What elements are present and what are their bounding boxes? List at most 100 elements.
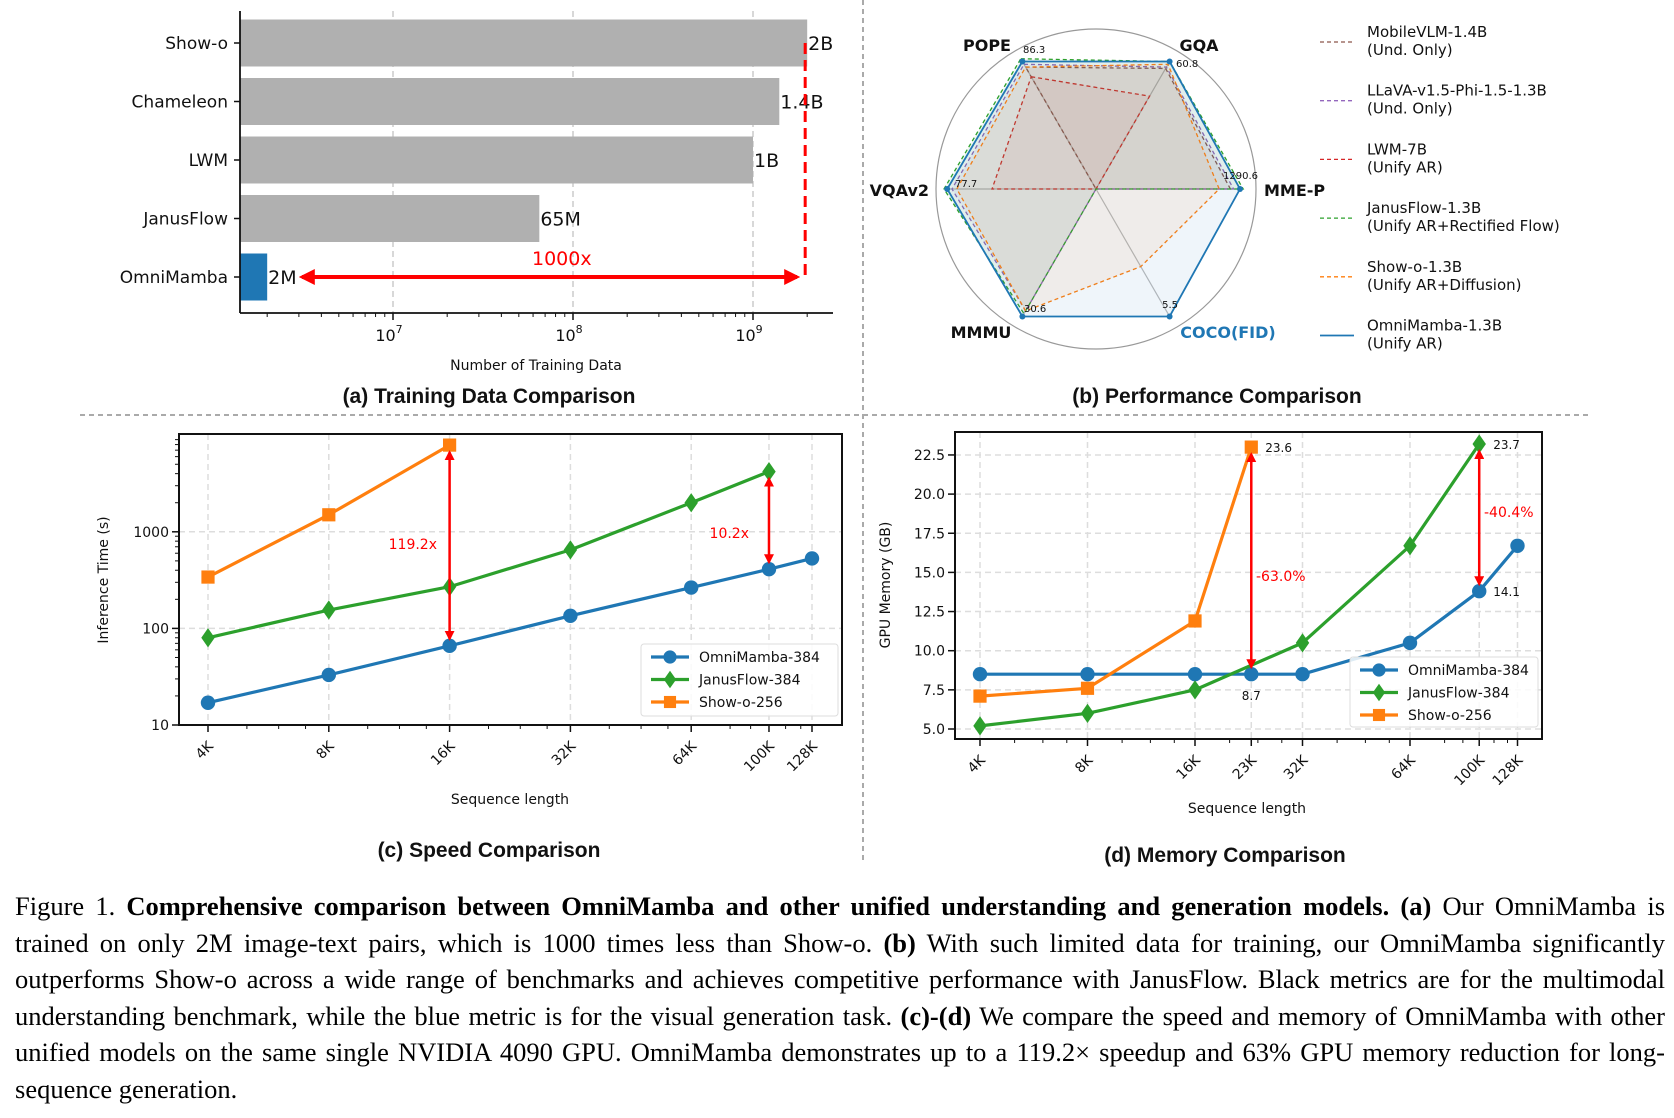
radar-axis-label: POPE (963, 36, 1011, 55)
legend-note: (Unify AR) (1367, 335, 1443, 353)
data-point (1403, 536, 1417, 556)
data-point (442, 638, 457, 654)
radar-axis-label: MME-P (1264, 181, 1325, 200)
point-value-label: 8.7 (1242, 689, 1261, 703)
y-tick-label: 5.0 (923, 722, 945, 738)
chart-title: (a) Training Data Comparison (343, 385, 636, 408)
legend-box (640, 643, 839, 717)
legend-label: Show-o-1.3B (1367, 258, 1462, 276)
radar-value-label: 30.6 (1024, 304, 1046, 315)
legend-label: MobileVLM-1.4B (1367, 23, 1487, 41)
data-point (1372, 663, 1386, 677)
x-tick-label: 100K (741, 738, 778, 775)
x-axis-label: Sequence length (1188, 801, 1306, 817)
legend-note: (Unify AR) (1367, 158, 1443, 176)
legend: OmniMamba-384 JanusFlow-384 Show-o-256 (1349, 656, 1539, 728)
radar-axis-label: GQA (1179, 36, 1219, 55)
y-tick-label: 100 (142, 621, 169, 637)
radar-point (1166, 313, 1173, 320)
category-label: OmniMamba (120, 268, 228, 288)
data-point (1244, 666, 1259, 682)
radar-series-show-o-1.3b (956, 63, 1220, 312)
legend-label: JanusFlow-1.3B (1366, 199, 1481, 217)
legend-label: Show-o-256 (1408, 708, 1492, 724)
x-tick-label: 108 (555, 323, 582, 345)
caption-text: Figure 1. (15, 891, 127, 921)
legend-note: (Unify AR+Rectified Flow) (1367, 217, 1560, 235)
radar-axis-label: COCO(FID) (1180, 323, 1275, 342)
bar-value-label: 2B (808, 33, 833, 55)
data-point (684, 580, 699, 595)
category-label: Show-o (165, 34, 228, 54)
series-show-o-256 (973, 440, 1258, 703)
bar-janusflow (240, 195, 540, 242)
radar-spoke (1095, 188, 1171, 317)
radar-axis-label: VQAv2 (870, 181, 929, 200)
x-tick-label: 4K (965, 752, 990, 777)
data-point (1510, 538, 1525, 553)
legend-label: OmniMamba-1.3B (1367, 317, 1502, 335)
data-point (1244, 440, 1258, 454)
ratio-label: 1000x (532, 248, 592, 270)
legend-label: OmniMamba-384 (699, 650, 820, 666)
x-tick-label: 32K (1281, 752, 1312, 783)
y-tick-label: 12.5 (914, 605, 945, 621)
series-omnimamba-384 (972, 538, 1525, 682)
caption-text (1389, 891, 1400, 921)
caption-bold-text: (b) (883, 927, 916, 958)
radar-value-label: 77.7 (955, 179, 977, 190)
radar-point (1237, 186, 1243, 192)
x-tick-label: 16K (1173, 752, 1204, 783)
caption-bold-text: (a) (1400, 891, 1432, 921)
training-data-chart: Show-o 2B Chameleon 1.4B LWM 1B JanusFlow 65M Om… (120, 11, 833, 408)
data-point (762, 461, 776, 482)
difference-label: 119.2x (389, 537, 437, 553)
difference-label: 10.2x (710, 526, 749, 542)
x-tick-label: 128K (784, 738, 821, 775)
data-point (1080, 703, 1095, 723)
legend-label: JanusFlow-384 (698, 673, 801, 689)
data-point (1372, 708, 1386, 722)
data-point (684, 493, 698, 513)
bar-chameleon (240, 78, 780, 125)
x-tick-label: 100K (1451, 752, 1488, 789)
data-point (804, 551, 820, 566)
caption-bold-text: Comprehensive comparison between OmniMam… (126, 891, 1390, 921)
data-point (761, 562, 777, 577)
point-value-label: 23.6 (1265, 441, 1292, 455)
bar-value-label: 2M (268, 267, 296, 289)
data-point (201, 628, 215, 648)
x-axis-label: Sequence length (451, 792, 569, 808)
bar-value-label: 1B (754, 150, 779, 172)
legend-note: (Und. Only) (1367, 41, 1453, 59)
caption-text: We compare the speed and memory of OmniM… (15, 1000, 1665, 1104)
data-point (563, 608, 578, 624)
data-point (1080, 666, 1095, 682)
memory-chart: 5.0 7.5 10.0 12.5 15.0 17.5 20.0 22.5 4K 8K 16K 23K… (878, 431, 1543, 867)
chart-title: (d) Memory Comparison (1104, 844, 1346, 867)
y-tick-label: 22.5 (914, 448, 945, 464)
radar-point (944, 186, 951, 192)
y-tick-label: 10.0 (914, 644, 945, 660)
bar-value-label: 65M (540, 209, 581, 231)
data-point (663, 670, 677, 689)
y-tick-label: 20.0 (914, 487, 945, 503)
bar-lwm (240, 136, 753, 184)
legend: OmniMamba-384 JanusFlow-384 Show-o-256 (640, 643, 839, 717)
radar-point (1019, 313, 1026, 320)
radar-outer-circle (935, 28, 1257, 350)
figure: Show-o 2B Chameleon 1.4B LWM 1B JanusFlow 65M Om… (80, 0, 1591, 867)
legend-note: (Unify AR+Diffusion) (1367, 276, 1522, 294)
data-point (1188, 614, 1202, 628)
x-tick-label: 4K (193, 738, 218, 763)
plot-frame (954, 431, 1543, 740)
radar-series-llava-v1.5-phi-1.5-1.3b (951, 63, 1235, 313)
radar-value-label: 1290.6 (1223, 171, 1258, 182)
x-tick-label: 32K (549, 738, 580, 769)
caption-text: Our OmniMamba is trained on only 2M imag… (15, 891, 1666, 958)
radar-series-omnimamba-1.3b (946, 60, 1242, 318)
legend-note: (Und. Only) (1367, 100, 1453, 118)
data-point (322, 600, 336, 620)
data-point (1080, 681, 1095, 695)
x-axis-label: Number of Training Data (450, 358, 622, 374)
